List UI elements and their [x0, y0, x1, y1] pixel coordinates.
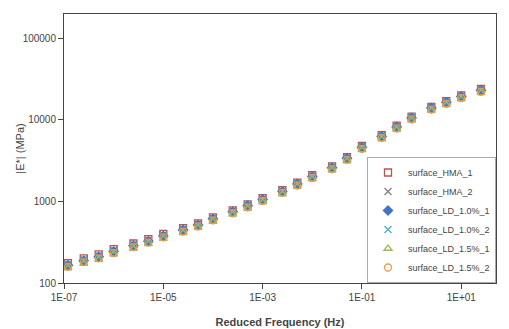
- svg-text:surface_HMA_2: surface_HMA_2: [408, 187, 473, 197]
- svg-text:1E-01: 1E-01: [349, 292, 376, 303]
- svg-text:100: 100: [39, 278, 56, 289]
- svg-text:Reduced Frequency (Hz): Reduced Frequency (Hz): [216, 316, 345, 328]
- svg-text:surface_LD_1.5%_1: surface_LD_1.5%_1: [408, 244, 490, 254]
- svg-text:100000: 100000: [23, 33, 57, 44]
- svg-text:1E-07: 1E-07: [51, 292, 78, 303]
- svg-text:surface_LD_1.0%_2: surface_LD_1.0%_2: [408, 225, 490, 235]
- svg-text:surface_HMA_1: surface_HMA_1: [408, 168, 473, 178]
- svg-text:1E-05: 1E-05: [150, 292, 177, 303]
- svg-text:surface_LD_1.5%_2: surface_LD_1.5%_2: [408, 263, 490, 273]
- svg-text:10000: 10000: [28, 114, 56, 125]
- svg-text:1E+01: 1E+01: [447, 292, 477, 303]
- svg-text:1000: 1000: [34, 196, 57, 207]
- svg-text:1E-03: 1E-03: [249, 292, 276, 303]
- svg-text:surface_LD_1.0%_1: surface_LD_1.0%_1: [408, 206, 490, 216]
- svg-text:|E*| (MPa): |E*| (MPa): [14, 123, 26, 173]
